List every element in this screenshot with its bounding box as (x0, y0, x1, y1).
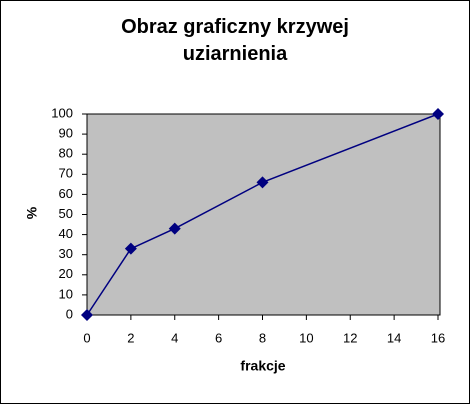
y-tick-label: 90 (59, 126, 73, 141)
y-tick-label: 40 (59, 226, 73, 241)
y-tick-label: 20 (59, 266, 73, 281)
y-tick-label: 30 (59, 246, 73, 261)
y-tick-label: 80 (59, 146, 73, 161)
y-tick-label: 100 (51, 105, 73, 120)
y-tick-label: 0 (66, 306, 73, 321)
x-tick-label: 4 (171, 330, 178, 345)
x-tick-label: 14 (387, 330, 401, 345)
data-point (168, 222, 181, 235)
y-axis-title: % (24, 206, 40, 219)
x-tick-label: 0 (83, 330, 90, 345)
data-point (432, 108, 444, 120)
x-tick-label: 12 (343, 330, 357, 345)
x-tick-label: 8 (259, 330, 266, 345)
data-point (124, 242, 137, 255)
x-tick-label: 10 (299, 330, 313, 345)
data-point (256, 176, 269, 189)
x-tick-label: 2 (127, 330, 134, 345)
y-tick-label: 10 (59, 286, 73, 301)
plot-area (86, 113, 441, 316)
x-tick-label: 16 (431, 330, 445, 345)
data-point (81, 309, 93, 321)
y-tick-label: 70 (59, 166, 73, 181)
chart-title: Obraz graficzny krzywej uziarnienia (121, 16, 349, 65)
y-tick-label: 50 (59, 206, 73, 221)
x-tick-label: 6 (215, 330, 222, 345)
x-axis-title: frakcje (240, 358, 285, 374)
y-tick-label: 60 (59, 186, 73, 201)
